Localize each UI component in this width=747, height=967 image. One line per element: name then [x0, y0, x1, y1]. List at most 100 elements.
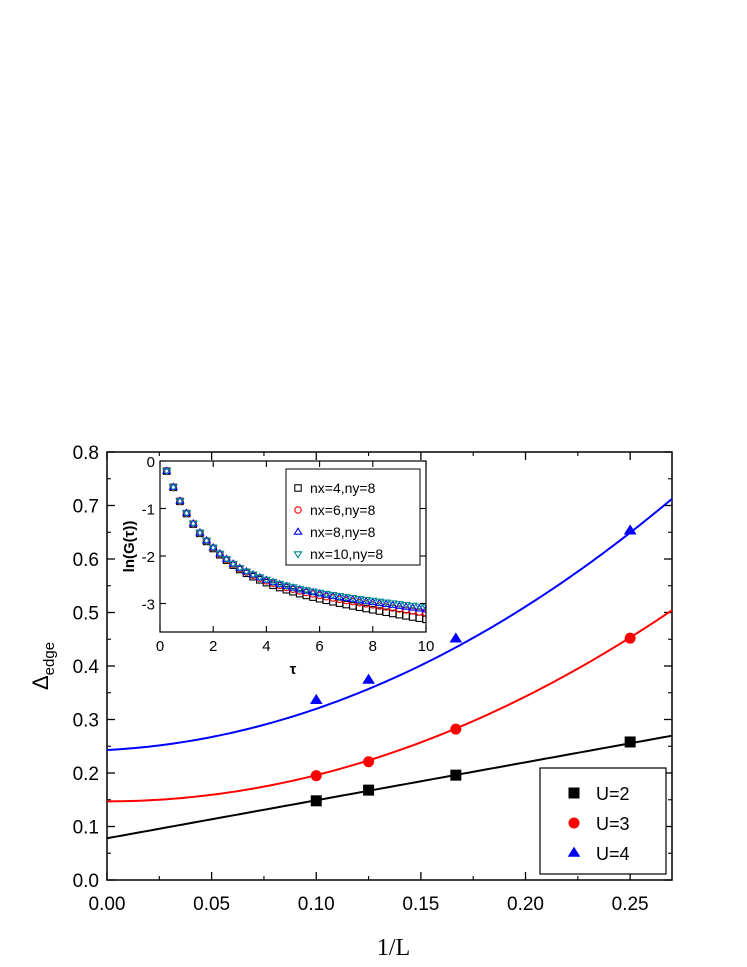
inset-point-nx-10-ny-8-5 [188, 520, 198, 529]
inset-point-nx-10-ny-8-29 [348, 595, 358, 603]
main-x-tick-label-5: 0.25 [612, 894, 649, 915]
main-legend-marker-u-4 [567, 846, 581, 857]
main-point-u-3-1 [363, 756, 375, 768]
inset-point-nx-10-ny-8-22 [301, 587, 311, 595]
inset-point-nx-10-ny-8-36 [394, 601, 405, 609]
inset-point-nx-8-ny-8-5 [188, 518, 198, 527]
inset-legend-label-nx-4-ny-8: nx=4,ny=8 [310, 480, 376, 496]
inset-point-nx-10-ny-8-1 [161, 468, 172, 476]
main-y-axis-title-sub: edge [41, 642, 58, 675]
main-y-tick-label-6: 0.6 [73, 550, 99, 571]
main-x-tick-label-4: 0.20 [507, 894, 544, 915]
inset-legend-marker-nx-4-ny-8 [294, 484, 302, 492]
inset-legend-marker-nx-6-ny-8 [294, 506, 302, 514]
inset-point-nx-10-ny-8-2 [168, 484, 178, 492]
inset-point-nx-8-ny-8-1 [161, 466, 172, 474]
inset-point-nx-8-ny-8-2 [168, 482, 178, 490]
inset-point-nx-10-ny-8-20 [288, 584, 298, 592]
main-legend-label-u-2: U=2 [596, 784, 630, 804]
inset-point-nx-10-ny-8-3 [175, 498, 185, 506]
main-y-tick-label-4: 0.4 [73, 657, 100, 678]
main-point-u-4-1 [362, 673, 375, 684]
inset-point-nx-8-ny-8-6 [195, 527, 205, 536]
inset-legend-label-nx-10-ny-8: nx=10,ny=8 [310, 546, 383, 562]
inset-legend-marker-nx-10-ny-8 [293, 551, 303, 559]
main-series [106, 498, 673, 840]
inset-point-nx-10-ny-8-21 [294, 585, 305, 594]
inset-point-nx-10-ny-8-18 [275, 580, 285, 589]
inset-y-tick-label-1: -1 [142, 502, 155, 519]
inset-plot: 0 2 4 6 8 10 0 -1 -2 -3 nx=4,ny=8 nx=6,ny=8 nx=8,ny… [121, 454, 434, 678]
inset-point-nx-10-ny-8-28 [341, 594, 351, 602]
inset-point-nx-10-ny-8-16 [261, 576, 272, 585]
main-y-tick-label-2: 0.2 [73, 764, 99, 785]
main-x-axis-title: 1/L [377, 935, 410, 961]
main-point-u-2-0 [310, 795, 322, 807]
inset-point-nx-10-ny-8-9 [215, 550, 225, 559]
main-point-u-3-0 [310, 770, 322, 782]
inset-point-nx-10-ny-8-15 [255, 574, 265, 582]
inset-y-tick-label-0: 0 [147, 454, 155, 471]
inset-point-nx-10-ny-8-38 [408, 602, 418, 611]
main-legend-marker-u-3 [568, 817, 580, 829]
main-point-u-3-2 [450, 723, 462, 735]
inset-point-nx-10-ny-8-23 [308, 588, 318, 597]
main-ticks: 0.00 0.05 0.10 0.15 0.20 0.25 0.0 0.1 0.2 0.3 0.4 0… [73, 443, 672, 915]
inset-x-tick-label-1: 2 [209, 638, 217, 655]
inset-point-nx-10-ny-8-4 [181, 510, 192, 518]
main-point-u-4-0 [309, 693, 323, 705]
inset-legend-marker-nx-8-ny-8 [293, 527, 303, 535]
inset-point-nx-10-ny-8-14 [248, 571, 258, 580]
main-point-u-2-1 [363, 784, 375, 796]
main-point-u-4-3 [623, 524, 637, 535]
main-legend-label-u-3: U=3 [596, 814, 630, 834]
inset-point-nx-8-ny-8-10 [221, 554, 232, 562]
inset-legend-label-nx-8-ny-8: nx=8,ny=8 [310, 524, 376, 540]
main-x-tick-label-2: 0.10 [298, 894, 335, 915]
main-y-tick-label-8: 0.8 [73, 443, 99, 464]
main-fit-line-u-4 [106, 498, 673, 751]
inset-point-nx-10-ny-8-17 [268, 578, 278, 587]
inset-point-nx-10-ny-8-11 [228, 560, 238, 569]
main-fit-line-u-2 [106, 734, 673, 840]
inset-x-tick-label-3: 6 [315, 638, 323, 655]
main-y-tick-label-1: 0.1 [73, 818, 99, 839]
inset-point-nx-10-ny-8-30 [354, 595, 365, 604]
main-fit-line-u-3 [106, 609, 673, 803]
inset-point-nx-10-ny-8-35 [388, 600, 398, 608]
main-y-axis-title-main: Δ [28, 675, 53, 690]
main-point-u-4-2 [449, 632, 463, 643]
inset-x-tick-label-4: 8 [369, 638, 377, 655]
inset-point-nx-10-ny-8-33 [374, 598, 385, 607]
inset-legend-box [285, 468, 421, 566]
inset-point-nx-8-ny-8-13 [241, 566, 252, 575]
inset-point-nx-10-ny-8-31 [361, 596, 371, 605]
inset-point-nx-10-ny-8-12 [235, 565, 245, 573]
main-y-tick-label-3: 0.3 [73, 711, 99, 732]
inset-point-nx-10-ny-8-7 [201, 537, 212, 546]
inset-point-nx-10-ny-8-19 [281, 582, 292, 591]
inset-y-axis-title: ln(G(τ)) [121, 521, 138, 573]
inset-point-nx-8-ny-8-8 [208, 542, 218, 551]
inset-point-nx-10-ny-8-25 [321, 590, 331, 599]
inset-x-axis-title: τ [290, 661, 297, 678]
main-legend-label-u-4: U=4 [596, 844, 630, 864]
inset-point-nx-8-ny-8-7 [201, 535, 212, 544]
main-legend: U=2 U=3 U=4 [539, 767, 667, 875]
main-x-tick-label-3: 0.15 [402, 894, 439, 915]
inset-point-nx-10-ny-8-6 [195, 529, 205, 538]
inset-x-tick-label-5: 10 [418, 638, 435, 655]
main-legend-marker-u-2 [568, 787, 580, 799]
main-y-tick-label-0: 0.0 [73, 871, 99, 892]
inset-point-nx-10-ny-8-39 [414, 603, 425, 612]
inset-point-nx-10-ny-8-40 [421, 604, 426, 612]
main-x-tick-label-0: 0.00 [89, 894, 126, 915]
inset-series [161, 466, 426, 624]
inset-point-nx-8-ny-8-4 [181, 508, 192, 516]
inset-y-tick-label-2: -2 [142, 549, 155, 566]
inset-point-nx-10-ny-8-10 [221, 556, 232, 564]
inset-point-nx-10-ny-8-26 [328, 592, 338, 600]
inset-point-nx-8-ny-8-12 [235, 563, 245, 571]
inset-point-nx-10-ny-8-24 [314, 589, 325, 598]
